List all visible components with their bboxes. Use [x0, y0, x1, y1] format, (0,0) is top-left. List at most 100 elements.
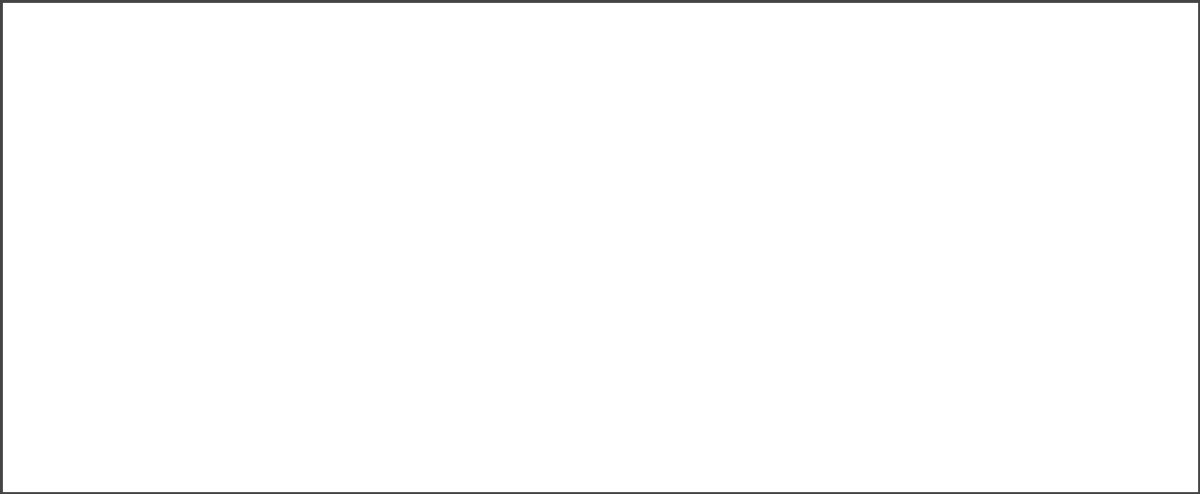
Circle shape [510, 401, 524, 415]
Text: WBC infiltration: WBC infiltration [643, 173, 737, 183]
Circle shape [462, 391, 475, 405]
Circle shape [590, 184, 605, 199]
Ellipse shape [832, 446, 856, 460]
Circle shape [176, 164, 188, 176]
Ellipse shape [629, 385, 653, 399]
Text: CCL3': CCL3' [430, 376, 457, 386]
Circle shape [313, 385, 335, 407]
Circle shape [886, 388, 930, 433]
Ellipse shape [846, 355, 870, 370]
Bar [858, 147, 938, 203]
Ellipse shape [984, 359, 1008, 373]
Ellipse shape [556, 472, 580, 486]
Circle shape [140, 384, 164, 408]
Ellipse shape [398, 311, 418, 321]
Circle shape [850, 398, 875, 423]
Circle shape [596, 159, 607, 170]
Circle shape [458, 368, 475, 384]
Circle shape [293, 373, 347, 427]
Text: IL12': IL12' [430, 398, 454, 408]
Ellipse shape [814, 26, 833, 38]
Bar [205, 370, 292, 430]
Ellipse shape [73, 420, 97, 434]
Ellipse shape [649, 257, 667, 271]
Ellipse shape [1085, 18, 1140, 46]
Text: KLRD1: KLRD1 [886, 172, 920, 182]
Circle shape [28, 22, 48, 42]
Circle shape [145, 162, 172, 188]
Ellipse shape [677, 102, 698, 121]
Ellipse shape [918, 458, 942, 472]
Ellipse shape [436, 454, 460, 469]
Circle shape [487, 427, 499, 440]
Circle shape [1057, 114, 1086, 143]
Circle shape [587, 145, 602, 161]
Circle shape [530, 191, 545, 205]
Ellipse shape [696, 146, 716, 160]
Circle shape [478, 422, 488, 433]
Circle shape [618, 164, 631, 177]
Ellipse shape [908, 481, 932, 494]
Ellipse shape [223, 460, 247, 474]
Circle shape [290, 132, 350, 192]
Circle shape [691, 413, 745, 467]
Ellipse shape [769, 464, 793, 478]
Circle shape [158, 380, 186, 408]
Text: Ox40*: Ox40* [226, 145, 257, 155]
Circle shape [479, 357, 490, 368]
Bar [410, 363, 486, 421]
Bar [482, 129, 562, 201]
Circle shape [493, 372, 508, 386]
Circle shape [392, 125, 452, 185]
Ellipse shape [931, 304, 982, 328]
Bar [28, 142, 116, 214]
Circle shape [887, 362, 917, 391]
Circle shape [1040, 162, 1073, 195]
Text: CD40*: CD40* [408, 154, 442, 164]
Circle shape [470, 280, 526, 336]
Text: CCL4': CCL4' [430, 387, 457, 397]
Ellipse shape [642, 280, 660, 293]
Text: ICOSLG': ICOSLG' [226, 405, 264, 414]
Ellipse shape [83, 390, 107, 405]
Circle shape [856, 382, 892, 417]
Circle shape [529, 195, 540, 205]
Ellipse shape [667, 136, 689, 154]
Ellipse shape [287, 304, 337, 328]
Circle shape [557, 223, 568, 234]
Ellipse shape [563, 304, 613, 328]
Text: CD27*: CD27* [50, 384, 83, 394]
Ellipse shape [491, 311, 509, 321]
Ellipse shape [19, 429, 43, 443]
Text: Angiogenesis: Angiogenesis [250, 367, 329, 377]
Circle shape [542, 360, 554, 371]
Circle shape [712, 433, 716, 438]
Ellipse shape [557, 454, 581, 468]
Ellipse shape [684, 391, 708, 405]
Text: PGF: PGF [275, 343, 295, 353]
Circle shape [1080, 145, 1115, 179]
Text: Endothelial
cells: Endothelial cells [1136, 304, 1195, 326]
Ellipse shape [287, 475, 311, 489]
Ellipse shape [685, 134, 707, 153]
Ellipse shape [899, 350, 923, 364]
Circle shape [125, 148, 185, 208]
Ellipse shape [520, 26, 539, 38]
Circle shape [490, 292, 514, 316]
Text: CCL4': CCL4' [502, 153, 529, 163]
Bar [604, 228, 674, 258]
Circle shape [539, 155, 554, 171]
Ellipse shape [692, 18, 748, 46]
Ellipse shape [364, 476, 388, 490]
Text: *TRAF interacting proteins / ' effected by CD40L-CD40 signaling: *TRAF interacting proteins / ' effected … [434, 477, 766, 487]
Ellipse shape [1102, 425, 1126, 439]
Ellipse shape [583, 311, 601, 321]
Ellipse shape [970, 455, 994, 469]
Ellipse shape [370, 354, 394, 368]
Circle shape [544, 92, 556, 104]
Circle shape [701, 433, 706, 438]
Circle shape [1046, 124, 1084, 162]
Circle shape [876, 236, 882, 242]
Ellipse shape [353, 428, 377, 442]
Circle shape [889, 221, 895, 227]
